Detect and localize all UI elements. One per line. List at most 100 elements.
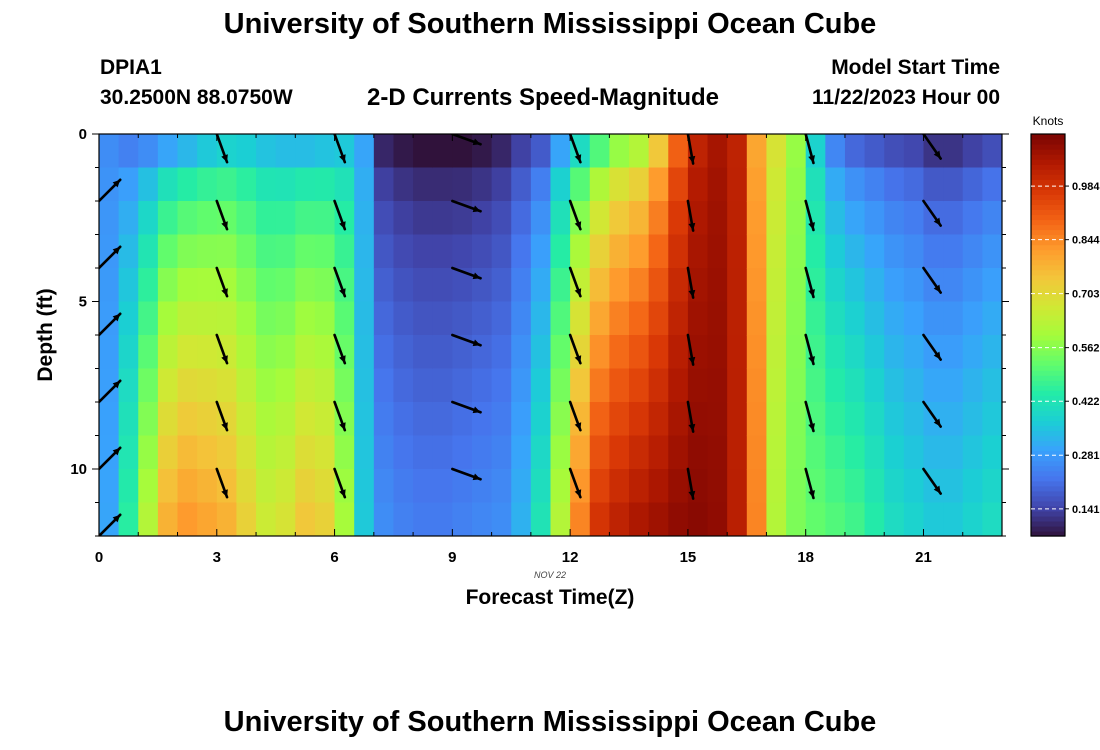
- heatmap-cell: [746, 335, 768, 370]
- current-vector-arrow: [215, 467, 229, 499]
- heatmap-cell: [629, 301, 650, 336]
- colorbar-segment: [1031, 229, 1065, 236]
- heatmap-cell: [138, 268, 159, 303]
- heatmap-cell: [668, 435, 689, 470]
- heatmap-cell: [766, 402, 787, 437]
- heatmap-cell: [236, 469, 257, 504]
- heatmap-cell: [177, 134, 198, 169]
- current-vector-arrow: [451, 467, 482, 481]
- heatmap-cell: [452, 234, 473, 269]
- x-axis-label: Forecast Time(Z): [466, 586, 635, 609]
- heatmap-cell: [256, 201, 277, 236]
- heatmap-cell: [570, 402, 591, 437]
- heatmap-cell: [138, 201, 159, 236]
- heatmap-cell: [393, 234, 414, 269]
- heatmap-cell: [589, 134, 610, 169]
- heatmap-cell: [138, 402, 159, 437]
- heatmap-cell: [589, 268, 610, 303]
- colorbar-tick-label: 0.984: [1072, 181, 1100, 193]
- heatmap-cell: [825, 301, 846, 336]
- heatmap-cell: [197, 301, 218, 336]
- heatmap-cell: [256, 234, 277, 269]
- heatmap-cell: [550, 502, 571, 536]
- heatmap-cell: [982, 268, 1002, 303]
- heatmap-cell: [216, 268, 238, 303]
- heatmap-cell: [452, 201, 473, 236]
- heatmap-cell: [825, 201, 846, 236]
- heatmap-cell: [314, 435, 336, 470]
- heatmap-cell: [825, 134, 846, 169]
- heatmap-cell: [648, 469, 669, 504]
- heatmap-cell: [157, 368, 179, 403]
- heatmap-cell: [511, 234, 532, 269]
- heatmap-cell: [903, 335, 925, 370]
- heatmap-cell: [334, 134, 355, 169]
- heatmap-cell: [216, 301, 238, 336]
- heatmap-cell: [943, 469, 964, 504]
- heatmap-cell: [471, 234, 493, 269]
- heatmap-cell: [197, 234, 218, 269]
- colorbar-segment: [1031, 274, 1065, 281]
- heatmap-cell: [668, 268, 689, 303]
- heatmap-cell: [334, 201, 355, 236]
- y-tick-label: 5: [79, 294, 87, 311]
- heatmap-cell: [570, 234, 591, 269]
- heatmap-cell: [413, 469, 434, 504]
- current-vector-arrow: [99, 513, 122, 536]
- heatmap-cell: [805, 502, 826, 536]
- heatmap-cell: [766, 134, 787, 169]
- heatmap-cell: [707, 502, 728, 536]
- heatmap-cell: [393, 335, 414, 370]
- heatmap-cell: [197, 502, 218, 536]
- heatmap-cell: [157, 301, 179, 336]
- current-vector-arrow: [804, 333, 815, 366]
- heatmap-cell: [962, 435, 983, 470]
- heatmap-cell: [118, 301, 139, 336]
- heatmap-cell: [550, 134, 571, 169]
- heatmap-cell: [962, 469, 983, 504]
- heatmap-cell: [157, 335, 179, 370]
- heatmap-cell: [668, 234, 689, 269]
- colorbar-segment: [1031, 254, 1065, 261]
- colorbar-tick-label: 0.422: [1072, 396, 1100, 408]
- heatmap-cell: [216, 502, 238, 536]
- colorbar-segment: [1031, 425, 1065, 432]
- heatmap-cell: [393, 469, 414, 504]
- heatmap-cell: [629, 335, 650, 370]
- heatmap-cell: [609, 402, 630, 437]
- heatmap-cell: [903, 301, 925, 336]
- y-tick-label: 0: [79, 126, 87, 143]
- heatmap-cell: [334, 335, 355, 370]
- colorbar-segment: [1031, 370, 1065, 376]
- colorbar-segment: [1031, 365, 1065, 371]
- heatmap-cell: [648, 167, 669, 202]
- heatmap-cell: [99, 301, 120, 336]
- heatmap-cell: [707, 435, 728, 470]
- heatmap-cell: [530, 268, 552, 303]
- heatmap-cell: [707, 402, 728, 437]
- heatmap-cell: [314, 335, 336, 370]
- heatmap-cell: [864, 502, 885, 536]
- heatmap-cell: [943, 134, 964, 169]
- heatmap-cell: [746, 234, 768, 269]
- heatmap-cell: [373, 502, 395, 536]
- current-vector-arrow: [922, 400, 942, 428]
- heatmap-cell: [903, 435, 925, 470]
- heatmap-cell: [511, 402, 532, 437]
- colorbar-segment: [1031, 420, 1065, 427]
- heatmap-cell: [550, 201, 571, 236]
- heatmap-cell: [844, 368, 866, 403]
- heatmap-cell: [864, 435, 885, 470]
- heatmap-cell: [354, 502, 375, 536]
- heatmap-cell: [236, 335, 257, 370]
- heatmap-cell: [766, 301, 787, 336]
- heatmap-cell: [413, 301, 434, 336]
- heatmap-cell: [805, 268, 826, 303]
- colorbar-segment: [1031, 430, 1065, 437]
- heatmap-cell: [589, 469, 610, 504]
- heatmap-cell: [452, 502, 473, 536]
- heatmap-cell: [99, 167, 120, 202]
- current-vector-arrow: [922, 467, 942, 495]
- heatmap-cell: [589, 234, 610, 269]
- heatmap-cell: [943, 201, 964, 236]
